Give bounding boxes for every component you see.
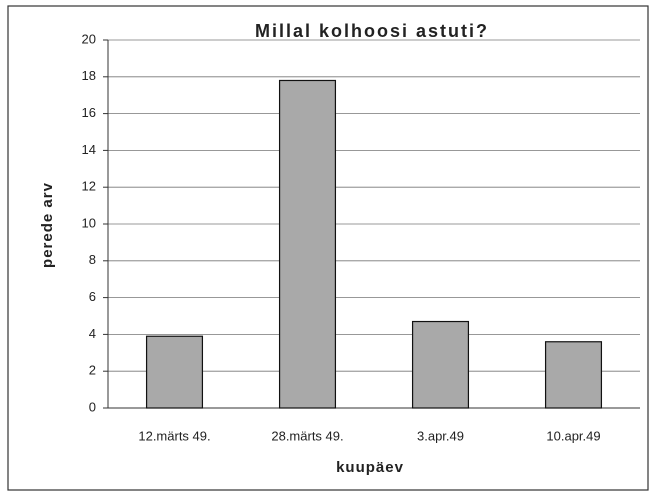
y-tick-label: 14	[82, 142, 96, 157]
y-tick-label: 16	[82, 105, 96, 120]
y-tick-label: 12	[82, 179, 96, 194]
y-tick-label: 8	[89, 252, 96, 267]
bar	[145, 335, 204, 409]
bar	[411, 320, 470, 409]
x-tick-label: 28.märts 49.	[271, 428, 343, 443]
bar	[278, 79, 337, 409]
x-tick-label: 3.apr.49	[417, 428, 464, 443]
y-tick-label: 20	[82, 31, 96, 46]
x-axis-label: kuupäev	[336, 459, 404, 476]
y-tick-label: 2	[89, 363, 96, 378]
chart-title: Millal kolhoosi astuti?	[255, 21, 489, 41]
y-tick-label: 18	[82, 68, 96, 83]
x-tick-label: 10.apr.49	[546, 428, 600, 443]
y-tick-label: 10	[82, 215, 96, 230]
bar	[544, 341, 603, 409]
y-axis-label: perede arv	[39, 182, 56, 268]
y-tick-label: 6	[89, 289, 96, 304]
y-tick-label: 0	[89, 399, 96, 414]
x-tick-label: 12.märts 49.	[138, 428, 210, 443]
y-tick-label: 4	[89, 326, 96, 341]
